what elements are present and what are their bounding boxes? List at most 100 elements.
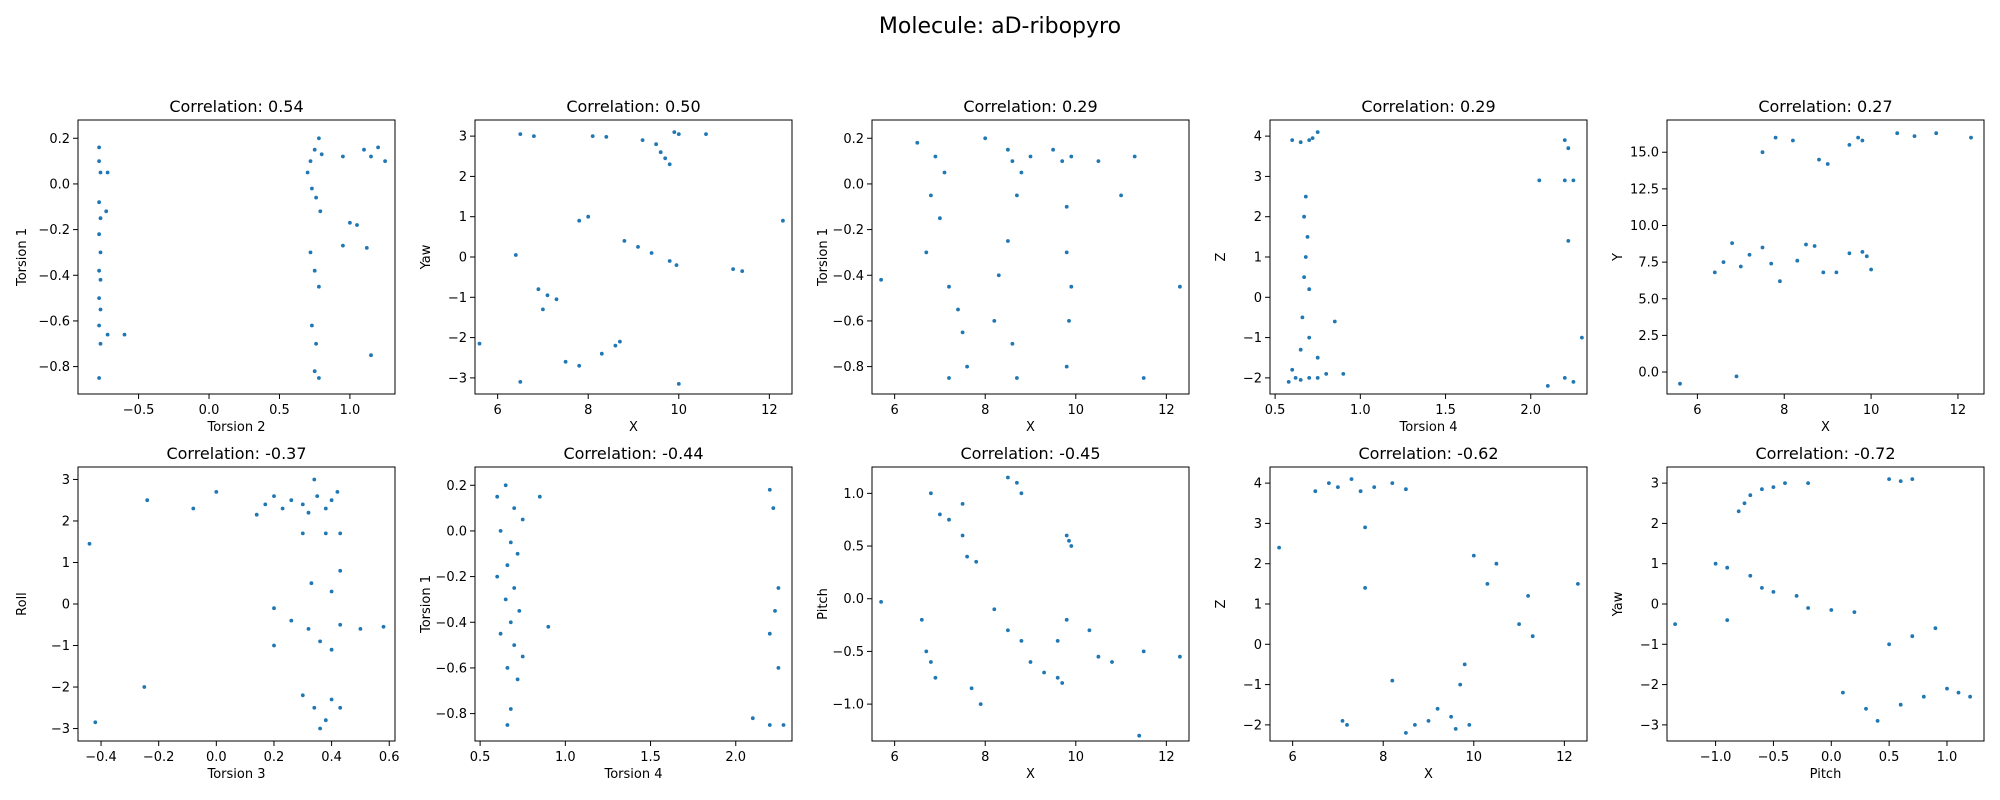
data-point xyxy=(654,142,658,147)
data-point xyxy=(767,723,772,727)
data-point xyxy=(1064,364,1069,369)
data-point xyxy=(98,277,103,282)
y-tick-label: 2 xyxy=(62,514,70,529)
y-axis-label: Z xyxy=(1214,252,1229,261)
data-point xyxy=(1725,618,1730,622)
y-tick-label: 3 xyxy=(1254,517,1262,532)
y-axis-label: Yaw xyxy=(419,244,434,270)
data-point xyxy=(1860,250,1865,254)
y-tick-label: −0.6 xyxy=(435,661,467,676)
data-point xyxy=(1010,341,1015,346)
data-point xyxy=(97,159,101,164)
data-point xyxy=(767,487,772,492)
data-point xyxy=(1064,204,1069,209)
data-point xyxy=(310,323,314,328)
data-point xyxy=(508,707,513,711)
data-point xyxy=(98,341,103,346)
x-tick-label: 2.0 xyxy=(725,750,746,765)
data-point xyxy=(731,267,735,271)
data-point xyxy=(613,343,618,348)
data-point xyxy=(369,353,373,358)
data-point xyxy=(1812,244,1817,248)
data-point xyxy=(1773,135,1778,140)
axes-frame xyxy=(77,119,396,395)
data-point xyxy=(505,563,510,568)
data-point xyxy=(1006,475,1010,480)
y-axis-label: Torsion 1 xyxy=(419,575,434,634)
data-point xyxy=(676,132,681,137)
data-point xyxy=(312,477,317,482)
data-point xyxy=(1713,561,1718,566)
data-point xyxy=(1315,376,1320,380)
data-point xyxy=(1290,367,1295,372)
data-point xyxy=(1860,138,1865,143)
data-point xyxy=(956,307,960,312)
x-axis-label: X xyxy=(1424,767,1433,782)
data-point xyxy=(312,147,317,152)
data-point xyxy=(1277,545,1281,550)
data-point xyxy=(1178,284,1182,289)
data-point xyxy=(145,498,150,503)
data-point xyxy=(1064,617,1069,622)
y-tick-label: −1 xyxy=(1243,678,1262,693)
data-point xyxy=(1015,376,1019,380)
data-points xyxy=(97,136,387,380)
data-point xyxy=(929,660,933,664)
data-point xyxy=(1736,509,1741,514)
x-tick-label: 12 xyxy=(1556,750,1573,765)
data-point xyxy=(938,216,942,221)
data-point xyxy=(1847,143,1852,147)
y-tick-label: −2 xyxy=(1640,678,1659,693)
data-point xyxy=(1910,634,1915,639)
y-tick-label: 3 xyxy=(1254,170,1262,185)
x-axis-label: Torsion 4 xyxy=(1398,420,1457,435)
data-point xyxy=(1580,335,1584,340)
data-point xyxy=(362,147,366,152)
data-point xyxy=(938,512,942,517)
data-point xyxy=(1869,267,1873,272)
data-point xyxy=(105,170,110,175)
axes-frame xyxy=(871,466,1190,742)
data-point xyxy=(1526,594,1530,598)
data-point xyxy=(1067,319,1071,323)
data-point xyxy=(1341,372,1346,376)
data-point xyxy=(1530,634,1535,639)
data-points xyxy=(1673,477,1972,723)
data-point xyxy=(97,323,101,328)
data-point xyxy=(658,150,663,155)
data-point xyxy=(773,609,777,613)
data-point xyxy=(622,239,627,243)
data-point xyxy=(974,559,979,564)
data-point xyxy=(1307,335,1312,340)
data-point xyxy=(604,135,609,139)
data-point xyxy=(1934,131,1939,136)
data-point xyxy=(520,517,525,522)
data-point xyxy=(1458,682,1463,687)
data-point xyxy=(383,159,387,164)
y-tick-label: 3 xyxy=(459,130,467,145)
x-tick-label: 1.0 xyxy=(555,750,576,765)
y-tick-label: 2 xyxy=(1651,517,1659,532)
scatter-panel-6: Correlation: -0.37 −0.4 −0.2 0.0 0.2 0.4 0.6 −3… xyxy=(15,444,400,782)
y-tick-label: 1 xyxy=(1254,598,1262,613)
data-point xyxy=(98,307,103,312)
x-tick-label: 6 xyxy=(1693,403,1701,418)
x-tick-label: 1.0 xyxy=(1937,750,1958,765)
data-point xyxy=(1945,686,1949,691)
x-axis-label: Torsion 4 xyxy=(603,767,662,782)
x-tick-label: 10 xyxy=(1466,750,1483,765)
x-tick-label: 0.6 xyxy=(379,750,400,765)
y-tick-label: −1 xyxy=(1243,331,1262,346)
data-point xyxy=(1307,138,1312,143)
x-axis-label: X xyxy=(1026,767,1035,782)
y-tick-label: −0.5 xyxy=(832,645,864,660)
data-point xyxy=(590,134,595,139)
data-point xyxy=(317,136,321,141)
data-point xyxy=(649,251,654,255)
y-tick-label: −0.8 xyxy=(435,707,467,722)
data-point xyxy=(947,376,951,380)
x-tick-label: −0.4 xyxy=(85,750,117,765)
data-point xyxy=(317,376,321,380)
x-axis-label: X xyxy=(1026,420,1035,435)
